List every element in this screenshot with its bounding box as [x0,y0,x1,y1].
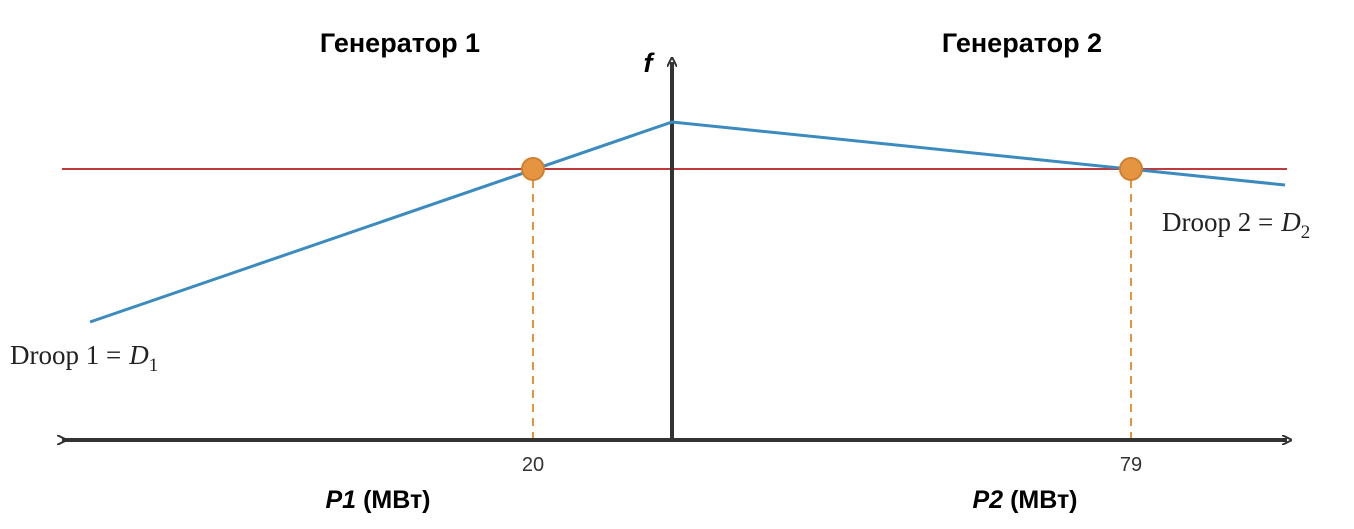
point-label: 20 [522,454,544,476]
droop-text: Droop 1 = [10,340,121,370]
point-label: 79 [1120,454,1142,476]
axis-label: P1 (МВт) [325,486,430,514]
operating-point [521,157,545,181]
droop-text: Droop 2 = [1162,207,1273,237]
droop-symbol: D [1280,207,1301,237]
droop-label: Droop 2 = D2 [1162,207,1310,243]
axis-label: f [644,48,656,78]
generator-title: Генератор 2 [942,28,1102,58]
droop-symbol: D [128,340,149,370]
axis-symbol: P2 [972,486,1003,514]
axis-unit: (МВт) [1010,486,1077,514]
droop-subscript: 2 [1301,222,1311,243]
axis-label: P2 (МВт) [972,486,1077,514]
axis-symbol: P1 [325,486,356,514]
generator-title: Генератор 1 [320,28,480,58]
droop-curve [89,120,1286,324]
droop-label: Droop 1 = D1 [10,340,158,376]
axis-unit: (МВт) [363,486,430,514]
operating-point [1119,157,1143,181]
droop-subscript: 1 [149,355,159,376]
